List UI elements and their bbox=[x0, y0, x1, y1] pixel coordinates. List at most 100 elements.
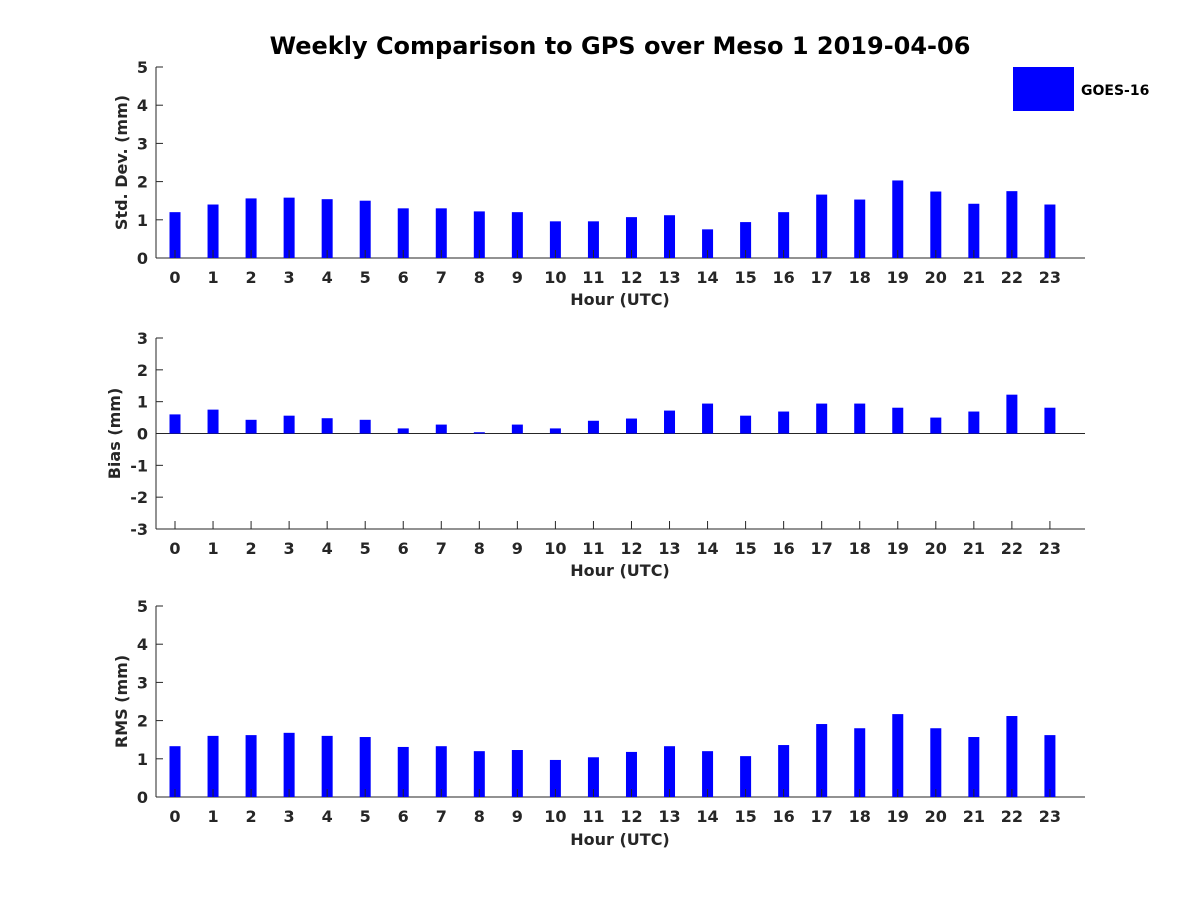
rms-xtick-label: 19 bbox=[887, 807, 909, 826]
bias-xtick-label: 16 bbox=[773, 539, 795, 558]
rms-xtick-label: 7 bbox=[436, 807, 447, 826]
bias-bar-hour-6 bbox=[397, 428, 409, 434]
bias-xtick-label: 11 bbox=[582, 539, 604, 558]
stddev-bar-hour-12 bbox=[625, 217, 637, 258]
stddev-bar-hour-19 bbox=[892, 180, 904, 258]
stddev-bar-hour-9 bbox=[511, 212, 523, 258]
bias-ylabel: Bias (mm) bbox=[105, 388, 124, 480]
rms-xtick-label: 6 bbox=[398, 807, 409, 826]
bias-xtick-label: 3 bbox=[284, 539, 295, 558]
bias-xtick-label: 6 bbox=[398, 539, 409, 558]
stddev-xtick-label: 4 bbox=[322, 268, 333, 287]
stddev-bar-hour-14 bbox=[702, 229, 714, 258]
stddev-ytick-label: 5 bbox=[137, 58, 148, 77]
rms-bar-hour-21 bbox=[968, 737, 980, 797]
stddev-bar-hour-23 bbox=[1044, 204, 1056, 258]
rms-xtick-label: 5 bbox=[360, 807, 371, 826]
bias-ytick-label: 2 bbox=[137, 361, 148, 380]
rms-bar-hour-8 bbox=[473, 751, 485, 797]
bias-xtick-label: 19 bbox=[887, 539, 909, 558]
bias-bar-hour-20 bbox=[930, 417, 942, 434]
stddev-xtick-label: 1 bbox=[207, 268, 218, 287]
stddev-ylabel: Std. Dev. (mm) bbox=[112, 95, 131, 230]
stddev-bar-hour-21 bbox=[968, 203, 980, 258]
rms-xtick-label: 18 bbox=[849, 807, 871, 826]
stddev-xtick-label: 8 bbox=[474, 268, 485, 287]
stddev-bar-hour-11 bbox=[587, 221, 599, 258]
rms-xtick-label: 13 bbox=[658, 807, 680, 826]
stddev-xtick-label: 13 bbox=[658, 268, 680, 287]
stddev-ytick-label: 0 bbox=[137, 249, 148, 268]
rms-bar-hour-9 bbox=[511, 750, 523, 797]
bias-bar-hour-11 bbox=[587, 420, 599, 434]
bias-bar-hour-5 bbox=[359, 419, 371, 434]
bias-xtick-label: 9 bbox=[512, 539, 523, 558]
rms-bar-hour-4 bbox=[321, 735, 333, 797]
rms-bar-hour-6 bbox=[397, 746, 409, 797]
stddev-xtick-label: 20 bbox=[925, 268, 947, 287]
rms-xtick-label: 2 bbox=[246, 807, 257, 826]
stddev-bar-hour-8 bbox=[473, 211, 485, 258]
rms-xtick-label: 11 bbox=[582, 807, 604, 826]
rms-xtick-label: 16 bbox=[773, 807, 795, 826]
stddev-xtick-label: 21 bbox=[963, 268, 985, 287]
stddev-xtick-label: 19 bbox=[887, 268, 909, 287]
stddev-bar-hour-17 bbox=[816, 194, 828, 258]
bias-xtick-label: 1 bbox=[207, 539, 218, 558]
bias-xtick-label: 10 bbox=[544, 539, 566, 558]
rms-bar-hour-14 bbox=[702, 751, 714, 797]
rms-xtick-label: 3 bbox=[284, 807, 295, 826]
bias-xlabel: Hour (UTC) bbox=[570, 561, 670, 580]
stddev-bar-hour-5 bbox=[359, 200, 371, 258]
bias-ytick-label: 3 bbox=[137, 329, 148, 348]
stddev-xtick-label: 5 bbox=[360, 268, 371, 287]
bias-xtick-label: 18 bbox=[849, 539, 871, 558]
rms-bar-hour-5 bbox=[359, 737, 371, 797]
bias-bar-hour-14 bbox=[702, 403, 714, 434]
bias-xtick-label: 17 bbox=[811, 539, 833, 558]
stddev-bar-hour-1 bbox=[207, 204, 219, 258]
bias-xtick-label: 23 bbox=[1039, 539, 1061, 558]
bias-bar-hour-0 bbox=[169, 414, 181, 434]
bias-bar-hour-2 bbox=[245, 419, 257, 434]
bias-bar-hour-9 bbox=[511, 424, 523, 434]
rms-bar-hour-7 bbox=[435, 746, 447, 797]
stddev-bar-hour-6 bbox=[397, 208, 409, 258]
rms-xtick-label: 23 bbox=[1039, 807, 1061, 826]
rms-xtick-label: 4 bbox=[322, 807, 333, 826]
bias-bar-hour-13 bbox=[664, 410, 676, 434]
rms-bar-hour-2 bbox=[245, 735, 257, 797]
stddev-xtick-label: 17 bbox=[811, 268, 833, 287]
rms-xtick-label: 10 bbox=[544, 807, 566, 826]
rms-ytick-label: 5 bbox=[137, 597, 148, 616]
stddev-bar-hour-10 bbox=[549, 221, 561, 258]
rms-ytick-label: 1 bbox=[137, 750, 148, 769]
bias-ytick-label: -2 bbox=[130, 488, 148, 507]
bias-xtick-label: 2 bbox=[246, 539, 257, 558]
bias-bar-hour-16 bbox=[778, 411, 790, 434]
stddev-bar-hour-20 bbox=[930, 191, 942, 258]
chart-title: Weekly Comparison to GPS over Meso 1 201… bbox=[270, 32, 971, 60]
rms-ytick-label: 2 bbox=[137, 712, 148, 731]
bias-bar-hour-3 bbox=[283, 415, 295, 434]
stddev-bar-hour-2 bbox=[245, 198, 257, 258]
rms-bar-hour-1 bbox=[207, 735, 219, 797]
stddev-bar-hour-13 bbox=[664, 215, 676, 258]
rms-xtick-label: 12 bbox=[620, 807, 642, 826]
stddev-xtick-label: 11 bbox=[582, 268, 604, 287]
stddev-xtick-label: 7 bbox=[436, 268, 447, 287]
rms-xtick-label: 9 bbox=[512, 807, 523, 826]
stddev-xtick-label: 14 bbox=[696, 268, 718, 287]
stddev-xtick-label: 6 bbox=[398, 268, 409, 287]
bias-bar-hour-4 bbox=[321, 418, 333, 434]
rms-bar-hour-20 bbox=[930, 728, 942, 797]
stddev-ytick-label: 3 bbox=[137, 134, 148, 153]
stddev-bar-hour-4 bbox=[321, 199, 333, 258]
bias-bar-hour-17 bbox=[816, 403, 828, 434]
stddev-bar-hour-16 bbox=[778, 212, 790, 258]
stddev-xlabel: Hour (UTC) bbox=[570, 290, 670, 309]
bias-bar-hour-8 bbox=[473, 432, 485, 434]
